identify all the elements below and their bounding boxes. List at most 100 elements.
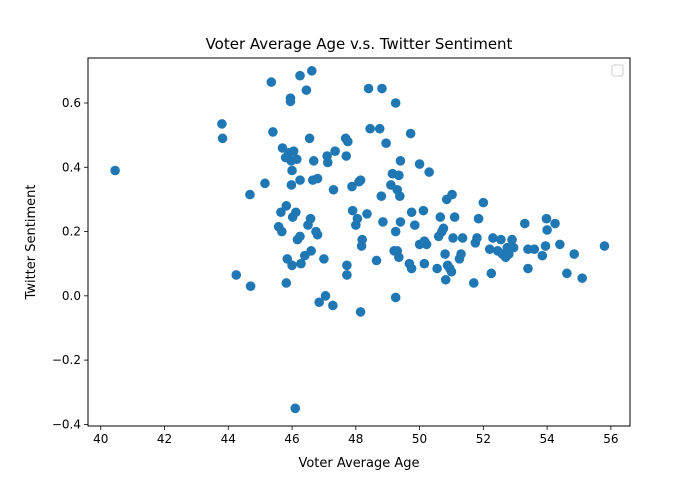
- x-axis-label: Voter Average Age: [298, 456, 419, 471]
- data-point: [291, 207, 301, 218]
- data-point: [245, 281, 256, 291]
- data-point: [308, 156, 319, 166]
- legend: [611, 64, 624, 77]
- data-point: [496, 234, 506, 245]
- data-point: [295, 70, 305, 81]
- data-point: [478, 197, 489, 208]
- data-point: [306, 246, 316, 256]
- data-point: [330, 146, 340, 157]
- data-point: [394, 252, 404, 263]
- x-tick-label: 42: [157, 432, 172, 446]
- y-tick-label: −0.4: [52, 417, 81, 431]
- data-point: [562, 268, 572, 279]
- data-point: [409, 220, 420, 230]
- data-point: [418, 205, 429, 216]
- data-point: [468, 278, 479, 288]
- data-point: [305, 213, 316, 224]
- data-point: [537, 250, 548, 261]
- data-point: [342, 270, 352, 280]
- data-point: [555, 239, 565, 250]
- data-point: [540, 241, 551, 251]
- data-point: [362, 209, 372, 219]
- data-point: [457, 233, 468, 243]
- data-point: [347, 181, 357, 192]
- data-point: [376, 191, 387, 202]
- data-point: [405, 128, 416, 139]
- y-tick-label: 0.2: [62, 225, 81, 239]
- data-point: [365, 123, 375, 134]
- y-tick-label: 0.6: [62, 96, 81, 110]
- y-tick-label: −0.2: [52, 353, 81, 367]
- data-point: [328, 300, 338, 311]
- data-point: [281, 201, 292, 211]
- data-point: [488, 233, 498, 243]
- data-point: [110, 165, 120, 176]
- data-point: [285, 96, 296, 107]
- data-point: [347, 205, 358, 216]
- data-point: [435, 212, 446, 222]
- data-point: [390, 292, 401, 303]
- data-point: [390, 98, 401, 108]
- data-point: [295, 231, 305, 242]
- data-point: [307, 66, 317, 76]
- data-point: [438, 223, 449, 234]
- data-point: [447, 189, 457, 200]
- data-point: [292, 154, 302, 165]
- data-point: [266, 77, 277, 87]
- data-point: [217, 119, 227, 129]
- data-point: [440, 249, 450, 259]
- data-point: [281, 278, 292, 288]
- data-point: [395, 217, 406, 227]
- data-point: [577, 273, 587, 283]
- data-point: [472, 233, 482, 243]
- x-tick-label: 52: [476, 432, 491, 446]
- plot-frame: [87, 57, 631, 427]
- x-tick-label: 46: [284, 432, 299, 446]
- data-point: [541, 213, 552, 224]
- data-point: [342, 260, 352, 271]
- data-point: [304, 133, 315, 144]
- data-point: [406, 263, 417, 274]
- data-point: [314, 297, 324, 308]
- data-point: [378, 217, 388, 227]
- data-point: [529, 244, 540, 255]
- x-tick-label: 54: [539, 432, 554, 446]
- x-axis-ticks: 40 42 44 46 48 50 52 54 56: [93, 426, 619, 446]
- data-point: [395, 156, 406, 166]
- x-tick-label: 48: [348, 432, 363, 446]
- legend-box: [611, 64, 624, 77]
- data-point: [569, 249, 580, 259]
- data-point: [421, 239, 432, 250]
- data-point: [395, 191, 405, 202]
- data-point: [355, 307, 366, 317]
- chart-title: Voter Average Age v.s. Twitter Sentiment: [206, 35, 513, 53]
- data-point: [277, 226, 287, 237]
- data-point: [550, 218, 560, 229]
- data-points: [110, 66, 610, 414]
- data-point: [322, 157, 333, 168]
- data-point: [390, 226, 401, 237]
- data-point: [287, 260, 297, 271]
- data-point: [507, 234, 517, 245]
- data-point: [414, 159, 425, 169]
- data-point: [320, 291, 331, 301]
- data-point: [319, 254, 329, 264]
- y-tick-label: 0.4: [62, 160, 81, 174]
- data-point: [355, 175, 366, 185]
- data-point: [343, 136, 353, 147]
- data-point: [231, 270, 242, 280]
- x-tick-label: 44: [221, 432, 236, 446]
- data-point: [341, 151, 352, 161]
- data-point: [328, 184, 339, 195]
- data-point: [381, 138, 391, 148]
- x-tick-label: 40: [93, 432, 108, 446]
- x-tick-label: 56: [603, 432, 618, 446]
- data-point: [406, 207, 417, 218]
- data-point: [473, 213, 484, 224]
- data-point: [301, 85, 312, 95]
- data-point: [268, 127, 278, 137]
- data-point: [290, 403, 301, 414]
- data-point: [440, 274, 451, 285]
- data-point: [357, 234, 367, 245]
